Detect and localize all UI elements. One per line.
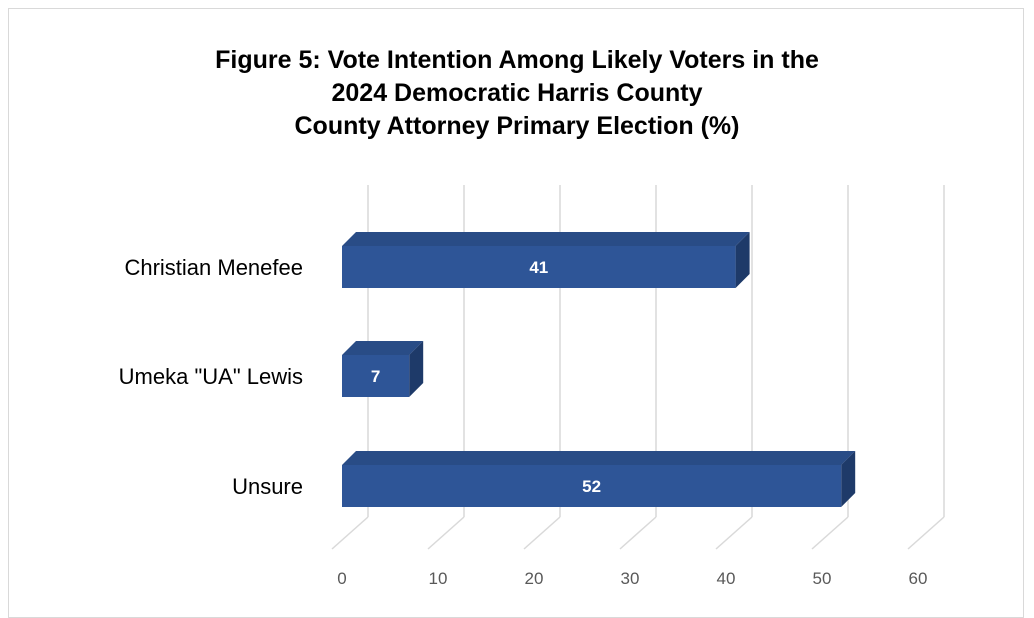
chart-title-line-2: 2024 Democratic Harris County — [331, 79, 703, 107]
data-label-1: 7 — [371, 367, 380, 386]
bar-1 — [342, 355, 410, 397]
category-label-0: Christian Menefee — [124, 255, 303, 280]
x-tick-label-30: 30 — [621, 569, 640, 588]
bar-2 — [342, 465, 842, 507]
floor-gridline-50 — [811, 516, 849, 550]
bar-side-0 — [735, 232, 750, 288]
x-tick-label-0: 0 — [337, 569, 346, 588]
x-tick-label-50: 50 — [813, 569, 832, 588]
chart-title-line-1: Figure 5: Vote Intention Among Likely Vo… — [215, 46, 819, 74]
bar-0 — [342, 246, 736, 288]
x-tick-label-40: 40 — [717, 569, 736, 588]
bar-top-1 — [342, 341, 424, 355]
floor-gridline-60 — [907, 516, 945, 550]
x-tick-label-60: 60 — [909, 569, 928, 588]
bar-side-1 — [409, 341, 424, 397]
bar-side-2 — [841, 451, 856, 507]
floor-gridline-20 — [523, 516, 561, 550]
x-tick-label-10: 10 — [429, 569, 448, 588]
x-tick-label-20: 20 — [525, 569, 544, 588]
category-label-1: Umeka "UA" Lewis — [119, 364, 303, 389]
data-label-2: 52 — [582, 477, 601, 496]
bar-top-2 — [342, 451, 856, 465]
chart-frame — [8, 8, 1024, 618]
chart-title: Figure 5: Vote Intention Among Likely Vo… — [0, 44, 1034, 143]
chart-title-line-3: County Attorney Primary Election (%) — [294, 112, 740, 140]
floor-gridline-0 — [331, 516, 369, 550]
category-label-2: Unsure — [232, 474, 303, 499]
bar-top-0 — [342, 232, 750, 246]
floor-gridline-10 — [427, 516, 465, 550]
floor-gridline-40 — [715, 516, 753, 550]
floor-gridline-30 — [619, 516, 657, 550]
data-label-0: 41 — [529, 258, 548, 277]
